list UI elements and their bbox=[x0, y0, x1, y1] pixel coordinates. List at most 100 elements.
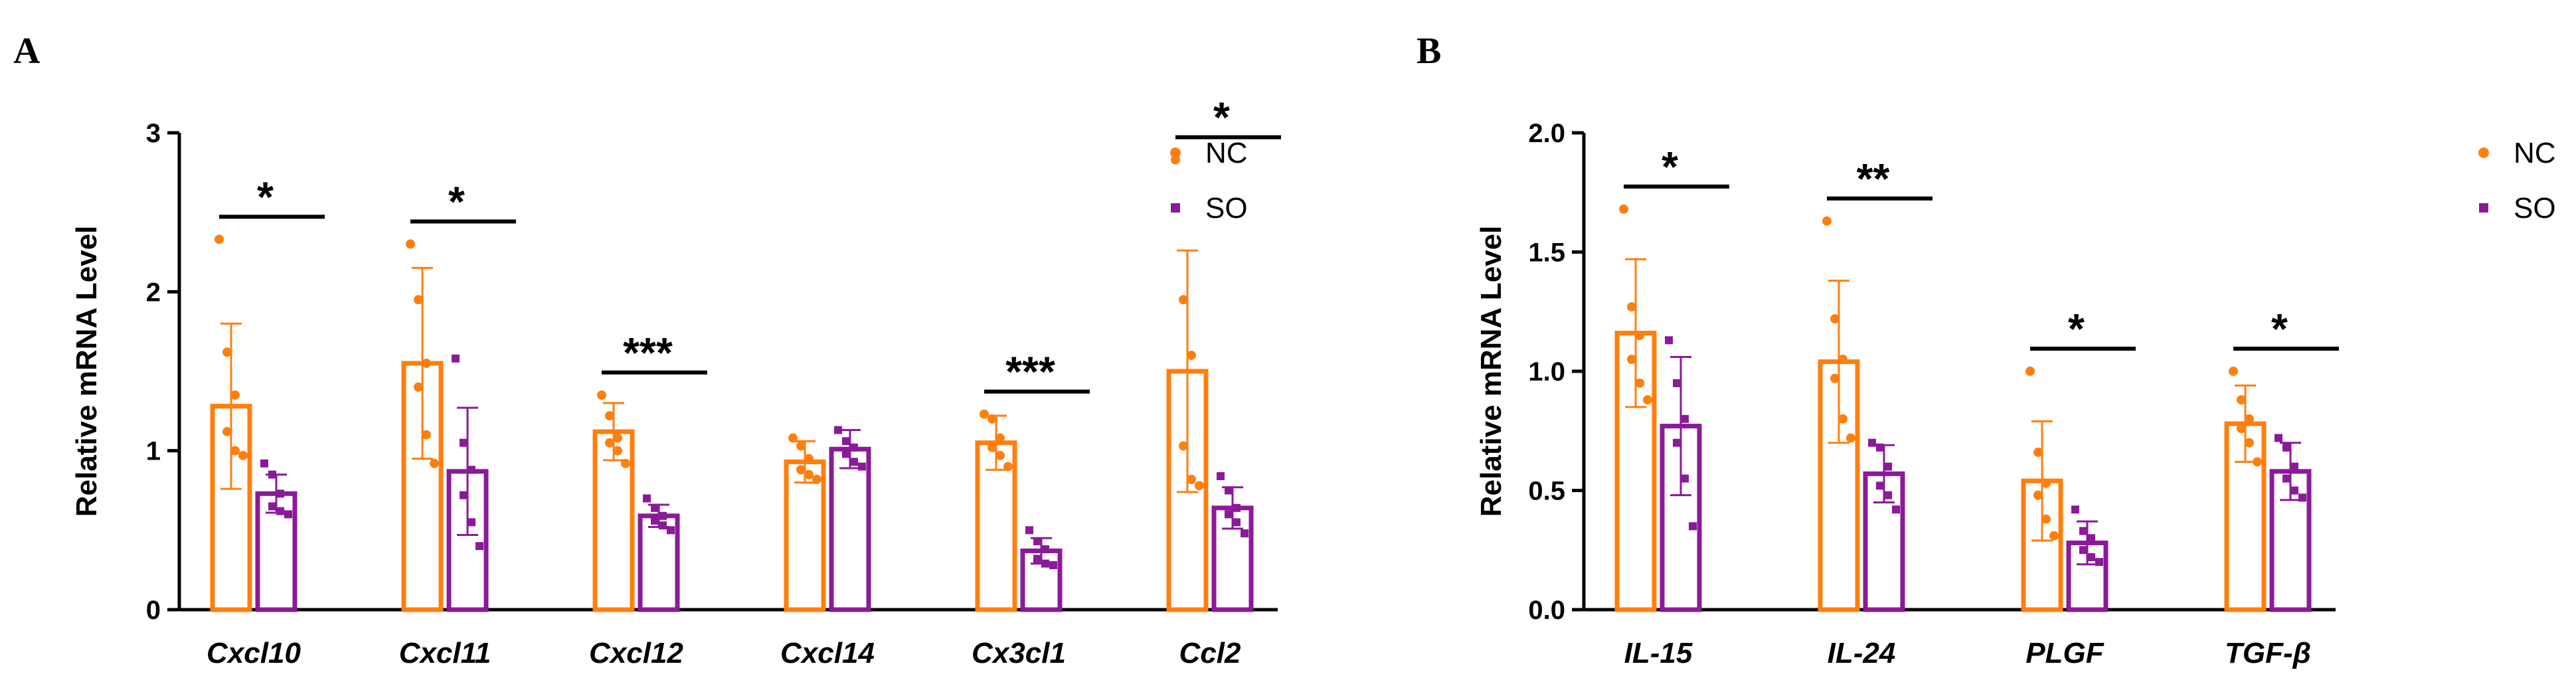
data-point-nc bbox=[2041, 478, 2051, 488]
data-point-so bbox=[643, 494, 651, 503]
x-tick-label: Cx3cl1 bbox=[972, 637, 1066, 669]
data-point-nc bbox=[1187, 474, 1196, 484]
data-point-nc bbox=[406, 239, 415, 249]
data-point-so bbox=[858, 462, 866, 471]
significance-marker: * bbox=[257, 173, 274, 220]
data-point-nc bbox=[1619, 204, 1628, 214]
data-point-nc bbox=[2033, 448, 2043, 458]
data-point-nc bbox=[2049, 531, 2059, 541]
data-point-nc bbox=[1846, 433, 1855, 443]
data-point-so bbox=[1217, 472, 1225, 480]
data-point-so bbox=[651, 503, 659, 512]
data-point-so bbox=[842, 437, 850, 446]
data-point-so bbox=[284, 510, 292, 519]
data-point-nc bbox=[430, 458, 439, 468]
data-point-nc bbox=[613, 446, 622, 456]
data-point-nc bbox=[995, 450, 1005, 460]
y-tick-label: 2.0 bbox=[1528, 119, 1565, 148]
data-point-nc bbox=[1179, 441, 1188, 451]
legend-marker-so bbox=[2479, 203, 2488, 213]
data-point-nc bbox=[987, 414, 997, 424]
significance-marker: * bbox=[448, 178, 465, 226]
data-point-so bbox=[1025, 526, 1033, 535]
y-tick-label: 1 bbox=[146, 437, 161, 466]
data-point-so bbox=[1681, 414, 1689, 423]
data-point-nc bbox=[2237, 395, 2246, 405]
data-point-so bbox=[2282, 474, 2290, 483]
data-point-so bbox=[468, 466, 475, 474]
data-point-nc bbox=[1635, 378, 1644, 388]
data-point-so bbox=[1233, 503, 1241, 512]
data-point-nc bbox=[812, 474, 821, 484]
data-point-nc bbox=[1179, 295, 1188, 305]
y-tick-label: 0 bbox=[146, 596, 161, 625]
data-point-so bbox=[1673, 438, 1681, 447]
data-point-so bbox=[1689, 522, 1697, 531]
legend-label: SO bbox=[1205, 192, 1248, 224]
data-point-so bbox=[1681, 474, 1689, 483]
data-point-nc bbox=[2041, 514, 2051, 524]
data-point-so bbox=[2087, 553, 2095, 562]
data-point-so bbox=[276, 507, 284, 515]
data-point-so bbox=[834, 426, 842, 434]
data-point-so bbox=[850, 443, 858, 452]
panel-letter: A bbox=[13, 31, 41, 72]
data-point-nc bbox=[238, 450, 248, 460]
data-point-so bbox=[850, 458, 858, 466]
data-point-nc bbox=[1195, 481, 1204, 491]
y-tick-label: 2 bbox=[146, 278, 161, 307]
data-point-nc bbox=[2245, 414, 2254, 424]
data-point-nc bbox=[1830, 314, 1840, 324]
data-point-nc bbox=[605, 438, 614, 448]
y-tick-label: 1.5 bbox=[1528, 238, 1565, 268]
data-point-so bbox=[1884, 491, 1892, 499]
data-point-nc bbox=[1643, 395, 1652, 405]
data-point-nc bbox=[804, 454, 814, 464]
data-point-nc bbox=[2237, 424, 2246, 434]
legend-label: NC bbox=[1205, 137, 1248, 169]
significance-marker: *** bbox=[1005, 348, 1055, 396]
y-tick-label: 0.5 bbox=[1528, 477, 1565, 506]
data-point-nc bbox=[1627, 355, 1636, 365]
data-point-so bbox=[1033, 537, 1041, 546]
x-tick-label: IL-15 bbox=[1624, 637, 1693, 669]
data-point-so bbox=[667, 526, 675, 535]
data-point-so bbox=[1673, 379, 1681, 387]
data-point-nc bbox=[605, 411, 614, 421]
data-point-nc bbox=[414, 382, 423, 392]
data-point-nc bbox=[1627, 302, 1636, 312]
data-point-nc bbox=[222, 426, 232, 436]
data-point-so bbox=[2079, 527, 2087, 535]
bar-nc bbox=[784, 459, 826, 612]
data-point-so bbox=[659, 511, 667, 520]
data-point-nc bbox=[796, 441, 806, 451]
data-point-so bbox=[1225, 486, 1233, 495]
y-axis-title: Relative mRNA Level bbox=[70, 226, 103, 517]
data-point-so bbox=[2282, 443, 2290, 452]
significance-marker: * bbox=[1662, 143, 1678, 191]
data-point-nc bbox=[2033, 490, 2043, 500]
data-point-so bbox=[1876, 481, 1884, 490]
data-point-so bbox=[2290, 462, 2298, 471]
data-point-so bbox=[1041, 559, 1049, 568]
data-point-so bbox=[260, 459, 268, 468]
data-point-so bbox=[1041, 545, 1049, 554]
chart-panel-a: A 0 1 2 3 Relative mRNA Level Cxcl10 * Cxcl11 * Cx… bbox=[13, 31, 1281, 669]
data-point-nc bbox=[2025, 367, 2035, 376]
data-point-so bbox=[1049, 561, 1057, 569]
data-point-nc bbox=[215, 234, 224, 244]
data-point-so bbox=[268, 470, 276, 479]
y-tick-label: 3 bbox=[146, 119, 161, 148]
data-point-nc bbox=[1003, 462, 1013, 472]
data-point-so bbox=[1665, 336, 1673, 345]
x-tick-label: Cxcl10 bbox=[207, 637, 301, 669]
data-point-so bbox=[2290, 486, 2298, 495]
bar-so bbox=[829, 446, 871, 612]
significance-marker: * bbox=[1213, 94, 1230, 141]
data-point-so bbox=[2079, 546, 2087, 555]
legend-label: NC bbox=[2514, 137, 2556, 169]
x-tick-label: TGF-β bbox=[2225, 637, 2311, 669]
data-point-so bbox=[2298, 493, 2306, 502]
data-point-so bbox=[2087, 534, 2095, 543]
